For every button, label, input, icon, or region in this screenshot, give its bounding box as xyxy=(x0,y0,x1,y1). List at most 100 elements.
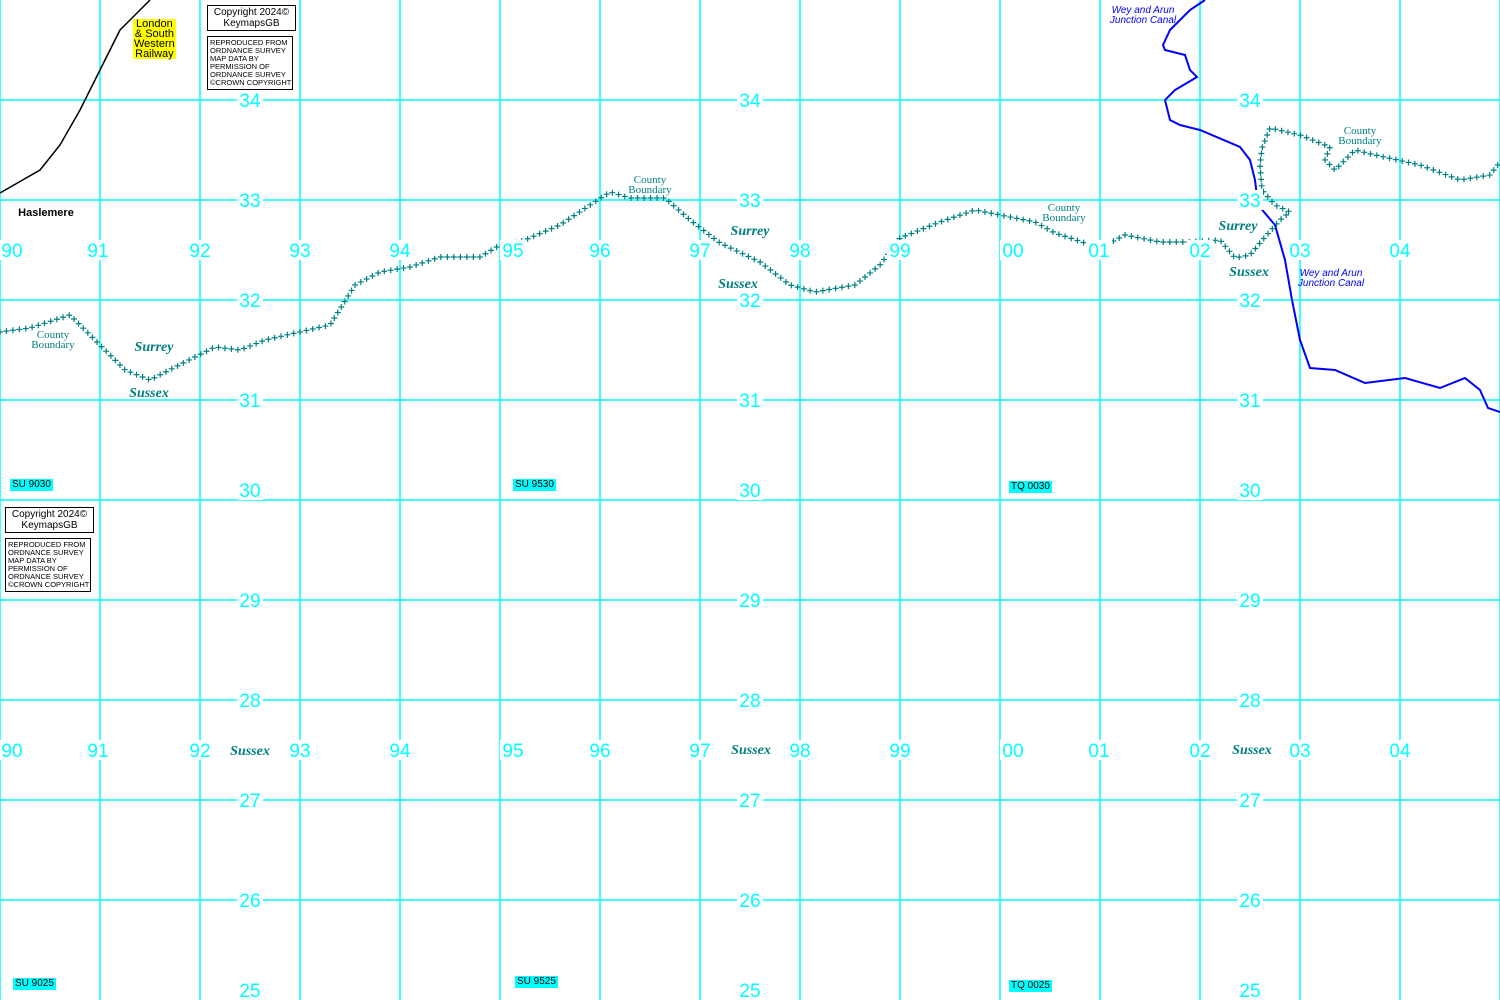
county-boundary-marker xyxy=(1361,149,1368,156)
county-boundary-marker xyxy=(1116,235,1123,242)
county-boundary-marker xyxy=(571,212,578,219)
county-boundary-marker xyxy=(872,265,879,272)
grid-label: 26 xyxy=(1239,891,1260,912)
county-boundary-marker xyxy=(1001,212,1008,219)
county-boundary-marker xyxy=(174,362,181,369)
county-boundary-marker xyxy=(851,282,858,289)
grid-label-bg xyxy=(887,240,913,260)
county-boundary-marker xyxy=(1236,254,1243,261)
county-boundary-marker xyxy=(259,338,266,345)
grid-label-bg xyxy=(237,190,263,210)
county-boundary-marker xyxy=(641,195,648,201)
county-boundary-marker xyxy=(1261,138,1268,145)
county-name-sussex: Sussex xyxy=(1232,743,1272,758)
county-boundary-marker xyxy=(665,198,672,205)
county-boundary-marker xyxy=(369,272,376,279)
grid-label-bg xyxy=(500,240,526,260)
county-boundary-marker xyxy=(1265,230,1272,237)
county-boundary-marker xyxy=(1448,173,1455,180)
county-boundary-marker xyxy=(352,281,359,288)
grid-label-bg xyxy=(587,740,613,760)
railway-label: London & South Western Railway xyxy=(133,18,176,60)
county-boundary-marker xyxy=(1020,216,1027,223)
county-boundary-marker xyxy=(565,216,572,223)
grid-label: 00 xyxy=(1002,741,1023,762)
county-boundary-marker xyxy=(338,303,345,310)
county-boundary-marker xyxy=(387,267,394,274)
county-boundary-marker xyxy=(168,365,175,372)
county-boundary-marker xyxy=(767,267,774,274)
county-boundary-marker xyxy=(1007,214,1014,221)
county-boundary-marker xyxy=(162,368,169,375)
county-boundary-marker xyxy=(647,195,654,201)
grid-label: 27 xyxy=(1239,791,1260,812)
grid-label-bg xyxy=(0,740,25,760)
county-boundary-marker xyxy=(145,376,152,383)
grid-label-bg xyxy=(1287,240,1313,260)
county-boundary-marker xyxy=(1284,129,1291,136)
county-boundary-marker xyxy=(1367,150,1374,157)
county-boundary-marker xyxy=(303,327,310,334)
county-boundary-marker xyxy=(1340,158,1347,165)
os-notice: REPRODUCED FROM ORDNANCE SURVEY MAP DATA… xyxy=(5,538,91,592)
county-boundary-marker xyxy=(112,357,119,364)
county-boundary-marker xyxy=(345,292,352,299)
county-boundary-label: Boundary xyxy=(1338,135,1382,147)
county-boundary-marker xyxy=(1349,149,1356,156)
county-boundary-marker xyxy=(1392,156,1399,163)
county-boundary-label: Boundary xyxy=(628,184,672,196)
canal-label: Junction Canal xyxy=(1297,278,1365,289)
county-boundary-marker xyxy=(690,219,697,226)
county-boundary-marker xyxy=(1062,233,1069,240)
county-boundary-marker xyxy=(1430,167,1437,174)
grid-label-bg xyxy=(237,980,263,1000)
county-boundary-marker xyxy=(762,263,769,270)
grid-label: 34 xyxy=(239,91,261,112)
county-boundary-marker xyxy=(16,326,23,333)
county-boundary-marker xyxy=(621,193,628,200)
grid-label-bg xyxy=(1237,590,1263,610)
grid-label: 93 xyxy=(289,741,310,762)
county-boundary-marker xyxy=(1147,237,1154,244)
county-boundary-marker xyxy=(634,195,641,201)
county-boundary-marker xyxy=(902,232,909,239)
grid-label: 97 xyxy=(689,741,710,762)
county-boundary-marker xyxy=(920,225,927,232)
county-boundary-marker xyxy=(1128,233,1135,240)
county-boundary-marker xyxy=(93,338,100,345)
grid-label-bg xyxy=(1000,740,1026,760)
grid-label: 29 xyxy=(1239,591,1260,612)
county-boundary-marker xyxy=(587,201,594,208)
county-name-sussex: Sussex xyxy=(1229,265,1269,280)
county-boundary-marker xyxy=(278,333,285,340)
county-boundary-marker xyxy=(1442,171,1449,178)
county-boundary-marker xyxy=(1467,175,1474,182)
grid-label-bg xyxy=(187,240,213,260)
county-boundary-marker xyxy=(1032,219,1039,226)
grid-ref-label: TQ 0030 xyxy=(1009,481,1052,493)
canal-line xyxy=(1161,0,1500,413)
county-boundary-marker xyxy=(969,207,976,214)
county-boundary-marker xyxy=(908,230,915,237)
county-boundary-marker xyxy=(394,266,401,273)
county-name-surrey: Surrey xyxy=(731,224,771,239)
county-boundary-marker xyxy=(1141,235,1148,242)
county-boundary-marker xyxy=(1322,156,1329,163)
grid-label-bg xyxy=(737,980,763,1000)
grid-label-bg xyxy=(737,590,763,610)
county-boundary-marker xyxy=(1473,174,1480,181)
county-boundary-marker xyxy=(856,278,863,285)
county-boundary-marker xyxy=(819,287,826,294)
county-boundary-marker xyxy=(133,371,140,378)
grid-label: 99 xyxy=(889,741,910,762)
grid-label: 32 xyxy=(1239,291,1260,312)
grid-label: 26 xyxy=(739,891,760,912)
grid-label: 31 xyxy=(739,391,760,412)
county-boundary-marker xyxy=(1326,161,1333,168)
grid-label-bg xyxy=(237,790,263,810)
canal-label: Wey and Arun xyxy=(1300,268,1363,279)
county-boundary-marker xyxy=(839,284,846,291)
grid-label-bg xyxy=(1387,240,1413,260)
county-boundary-marker xyxy=(711,235,718,242)
